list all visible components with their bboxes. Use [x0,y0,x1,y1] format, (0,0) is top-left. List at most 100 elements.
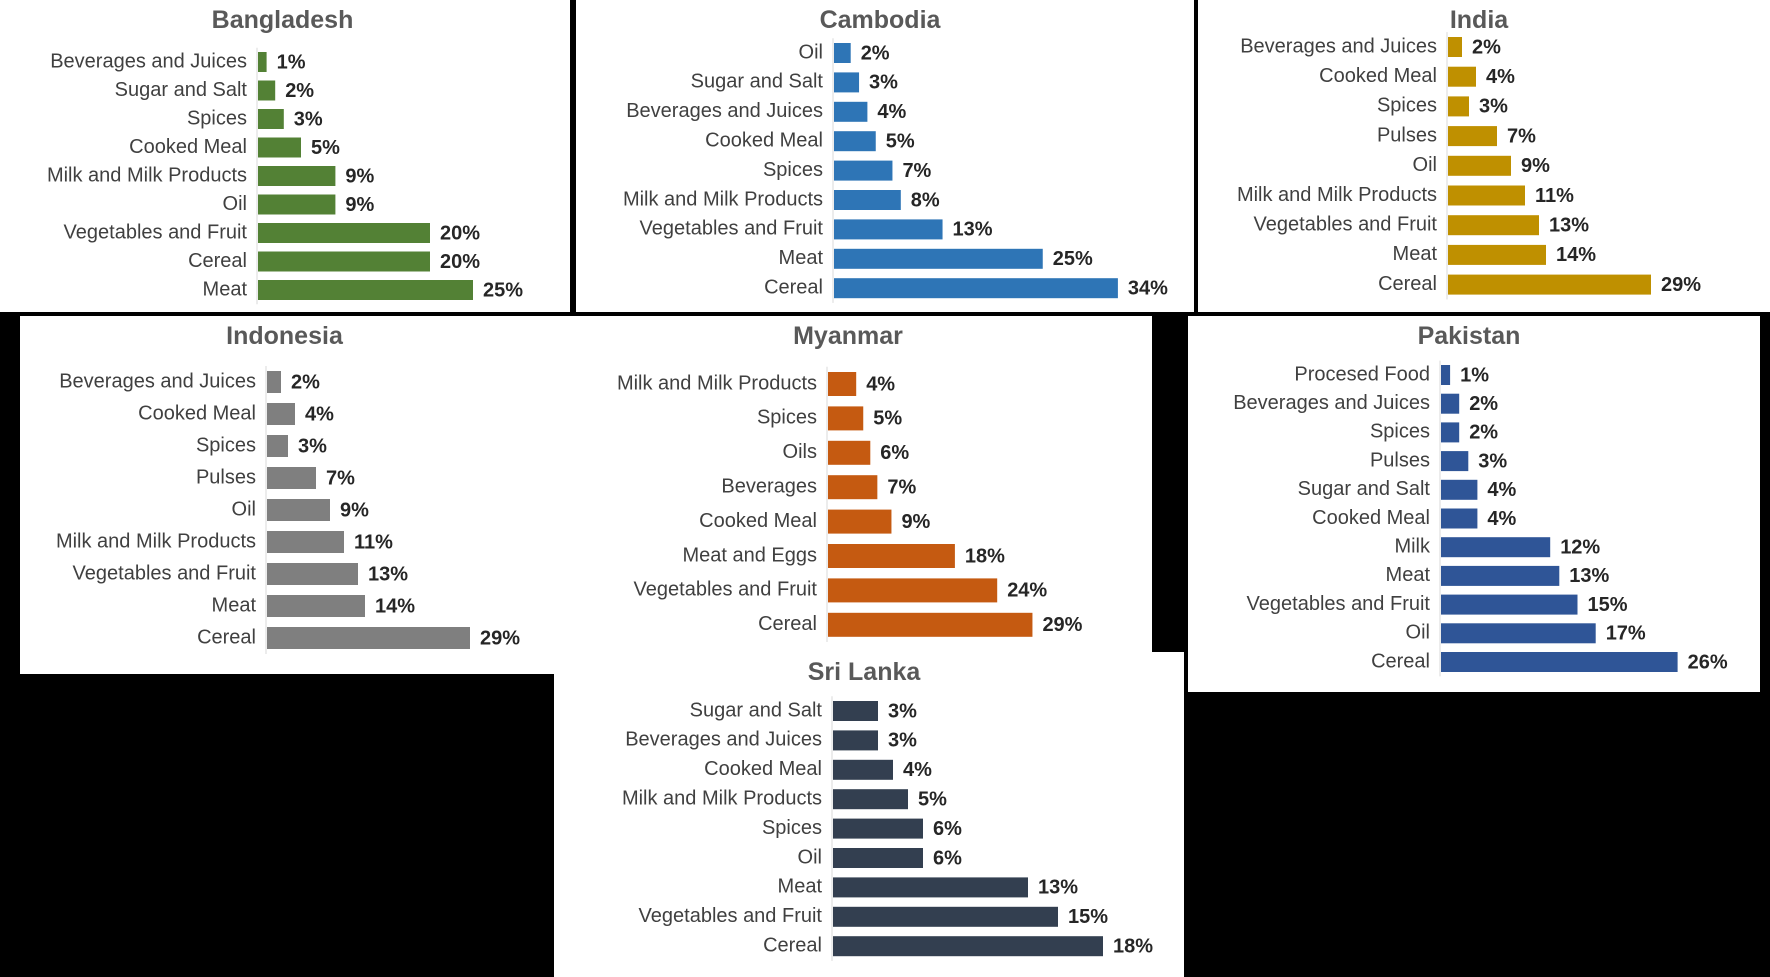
data-label: 7% [1507,125,1536,147]
bar [1441,623,1596,644]
chart-panel-bangladesh: Bangladesh Beverages and Juices 1% Sugar a… [0,0,570,312]
category-label: Cooked Meal [699,510,817,532]
bar [1441,594,1578,615]
category-label: Meat [203,278,248,300]
category-label: Oil [1406,622,1430,644]
category-label: Cereal [1378,273,1437,295]
data-label: 5% [311,137,340,159]
bar [833,818,923,839]
category-label: Oil [798,846,822,868]
category-label: Spices [1370,421,1430,443]
bar-chart-india: Beverages and Juices 2% Cooked Meal 4% Spice… [1237,32,1701,300]
bar [834,160,893,181]
data-label: 20% [440,222,480,244]
bar [828,544,955,568]
data-label: 3% [298,435,327,457]
bar [1448,37,1462,57]
category-label: Spices [196,434,256,456]
bar [267,435,288,457]
category-label: Pulses [1370,449,1430,471]
bar [258,166,336,186]
bar [1448,185,1525,206]
category-label: Cereal [764,276,823,298]
bar-chart-cambodia: Oil 2% Sugar and Salt 3% Beverages and Juice… [623,38,1168,303]
category-label: Sugar and Salt [690,699,823,721]
category-label: Meat [212,594,257,616]
data-label: 4% [877,101,906,123]
bar-chart-myanmar: Milk and Milk Products 4% Spices 5% Oils 6% Be… [617,366,1083,642]
data-label: 4% [866,373,895,395]
category-label: Spices [763,159,823,181]
bar [833,848,923,868]
data-label: 18% [1113,935,1153,957]
category-label: Vegetables and Fruit [639,905,823,927]
bar-chart-pakistan: Procesed Food 1% Beverages and Juices 2% Spi… [1233,360,1728,677]
bar [833,789,908,810]
data-label: 13% [368,563,408,585]
data-label: 9% [901,511,930,533]
bar [834,72,860,93]
category-label: Vegetables and Fruit [640,218,824,240]
data-label: 3% [294,108,323,130]
bar [833,936,1103,957]
chart-title-myanmar: Myanmar [793,322,903,350]
data-label: 5% [873,408,902,430]
data-label: 13% [1038,877,1078,899]
chart-title-bangladesh: Bangladesh [211,6,354,34]
data-label: 14% [375,595,415,617]
chart-title-indonesia: Indonesia [226,322,343,350]
category-label: Vegetables and Fruit [1247,593,1431,615]
bar [1441,451,1469,472]
data-label: 6% [880,442,909,464]
data-label: 6% [933,847,962,869]
category-label: Milk and Milk Products [622,787,822,809]
bar [258,137,301,158]
data-label: 3% [1478,450,1507,472]
bar [267,371,281,393]
category-label: Meat [1386,564,1431,586]
data-label: 13% [1549,214,1589,236]
data-label: 4% [305,403,334,425]
data-label: 4% [1487,508,1516,530]
data-label: 8% [911,189,940,211]
chart-title-pakistan: Pakistan [1417,322,1521,350]
chart-panel-pakistan: Pakistan Procesed Food 1% Beverages and Ju… [1188,316,1760,692]
category-label: Cereal [188,250,247,272]
data-label: 18% [965,545,1005,567]
category-label: Milk [1394,535,1431,557]
bar [828,406,864,431]
bar [1441,537,1551,558]
category-label: Cereal [758,613,817,635]
bar [833,730,878,751]
category-label: Cereal [197,626,256,648]
category-label: Spices [187,107,247,129]
category-label: Beverages [721,475,817,497]
category-label: Milk and Milk Products [47,164,247,186]
data-label: 7% [326,467,355,489]
category-label: Cereal [1371,650,1430,672]
category-label: Pulses [1377,124,1437,146]
bar [833,759,893,780]
bar [1441,565,1560,586]
category-label: Spices [1377,95,1437,117]
bar [267,563,358,585]
bar [828,372,857,396]
data-label: 24% [1007,580,1047,602]
chart-panel-srilanka: Sri Lanka Sugar and Salt 3% Beverages and … [554,652,1184,977]
chart-panel-cambodia: Cambodia Oil 2% Sugar and Salt 3% Beverages … [576,0,1194,312]
chart-title-srilanka: Sri Lanka [807,658,921,686]
bar [828,440,871,465]
category-label: Beverages and Juices [50,50,247,72]
category-label: Meat [1393,243,1438,265]
data-label: 26% [1688,651,1728,673]
data-label: 9% [340,499,369,521]
bar [834,190,901,210]
category-label: Beverages and Juices [626,100,823,122]
bar [1441,422,1460,443]
data-label: 29% [1042,614,1082,636]
data-label: 17% [1606,623,1646,645]
data-label: 2% [1469,422,1498,444]
category-label: Milk and Milk Products [617,372,817,394]
category-label: Spices [757,407,817,429]
bar [267,499,330,521]
